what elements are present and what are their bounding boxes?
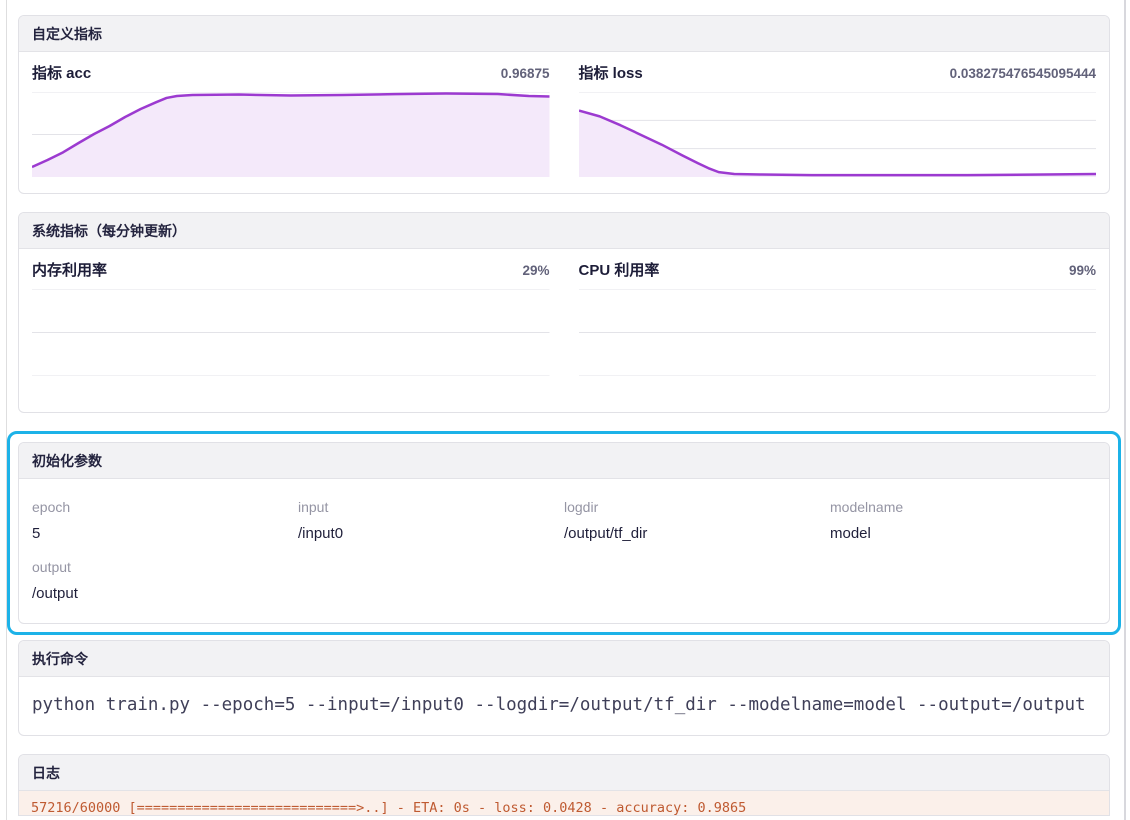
system-metrics-title: 系统指标（每分钟更新） bbox=[32, 222, 186, 239]
custom-metrics-body: 指标 acc 0.96875 指标 loss 0.038275476545095… bbox=[19, 52, 1109, 193]
logs-header: 日志 bbox=[19, 755, 1109, 791]
param-logdir-value: /output/tf_dir bbox=[564, 525, 648, 542]
cpu-usage-label: CPU 利用率 bbox=[578, 262, 660, 279]
memory-usage-head: 内存利用率 29% bbox=[32, 259, 550, 283]
metric-loss-chart[interactable] bbox=[578, 92, 1096, 177]
command-title: 执行命令 bbox=[32, 650, 88, 667]
param-input: input /input0 bbox=[298, 499, 564, 542]
init-params-card: 初始化参数 epoch 5 input /input0 logdir /outp… bbox=[18, 442, 1110, 624]
metric-loss-panel: 指标 loss 0.038275476545095444 bbox=[578, 62, 1097, 177]
metric-loss-head: 指标 loss 0.038275476545095444 bbox=[579, 62, 1097, 86]
param-logdir: logdir /output/tf_dir bbox=[564, 499, 830, 542]
metric-acc-value: 0.96875 bbox=[500, 66, 550, 81]
command-text: python train.py --epoch=5 --input=/input… bbox=[32, 695, 1086, 715]
system-metrics-header: 系统指标（每分钟更新） bbox=[19, 213, 1109, 249]
cpu-usage-chart[interactable] bbox=[579, 289, 1097, 376]
custom-metrics-card: 自定义指标 指标 acc 0.96875 指标 loss 0.038275476… bbox=[18, 15, 1110, 194]
init-params-title: 初始化参数 bbox=[32, 452, 102, 469]
metric-acc-label: 指标 acc bbox=[32, 65, 92, 82]
metric-acc-head: 指标 acc 0.96875 bbox=[32, 62, 550, 86]
memory-usage-value: 29% bbox=[522, 263, 550, 278]
cpu-usage-panel: CPU 利用率 99% bbox=[578, 259, 1097, 396]
log-viewer[interactable]: 57216/60000 [===========================… bbox=[19, 791, 1109, 815]
memory-usage-label: 内存利用率 bbox=[32, 262, 108, 279]
logs-card: 日志 57216/60000 [========================… bbox=[18, 754, 1110, 816]
param-output-label: output bbox=[32, 559, 71, 575]
memory-usage-panel: 内存利用率 29% bbox=[32, 259, 550, 396]
command-header: 执行命令 bbox=[19, 641, 1109, 677]
panel-left-divider bbox=[6, 0, 7, 820]
command-card: 执行命令 python train.py --epoch=5 --input=/… bbox=[18, 640, 1110, 736]
init-params-header: 初始化参数 bbox=[19, 443, 1109, 479]
param-output: output /output bbox=[32, 559, 298, 602]
init-params-body: epoch 5 input /input0 logdir /output/tf_… bbox=[19, 479, 1109, 623]
param-input-value: /input0 bbox=[298, 525, 344, 542]
param-modelname-value: model bbox=[830, 525, 871, 542]
metric-acc-chart[interactable] bbox=[32, 92, 550, 177]
memory-usage-chart[interactable] bbox=[32, 289, 550, 376]
cpu-usage-head: CPU 利用率 99% bbox=[579, 259, 1097, 283]
param-input-label: input bbox=[298, 499, 329, 515]
panel-scrollbar-track[interactable] bbox=[1124, 0, 1126, 820]
system-metrics-body: 内存利用率 29% CPU 利用率 99% bbox=[19, 249, 1109, 412]
param-epoch-label: epoch bbox=[32, 499, 71, 515]
metric-loss-label: 指标 loss bbox=[578, 65, 643, 82]
metric-loss-value: 0.038275476545095444 bbox=[949, 66, 1096, 81]
custom-metrics-title: 自定义指标 bbox=[32, 25, 102, 42]
metric-acc-panel: 指标 acc 0.96875 bbox=[32, 62, 550, 177]
logs-title: 日志 bbox=[32, 764, 60, 781]
custom-metrics-header: 自定义指标 bbox=[19, 16, 1109, 52]
param-logdir-label: logdir bbox=[564, 499, 599, 515]
param-modelname-label: modelname bbox=[830, 499, 904, 515]
dashboard-content: 自定义指标 指标 acc 0.96875 指标 loss 0.038275476… bbox=[7, 15, 1121, 816]
param-modelname: modelname model bbox=[830, 499, 1096, 542]
param-output-value: /output bbox=[32, 585, 78, 602]
system-metrics-card: 系统指标（每分钟更新） 内存利用率 29% CPU 利用率 99% bbox=[18, 212, 1110, 413]
param-epoch-value: 5 bbox=[32, 525, 41, 542]
cpu-usage-value: 99% bbox=[1068, 263, 1096, 278]
init-params-highlight-box: 初始化参数 epoch 5 input /input0 logdir /outp… bbox=[7, 431, 1121, 635]
param-epoch: epoch 5 bbox=[32, 499, 298, 542]
